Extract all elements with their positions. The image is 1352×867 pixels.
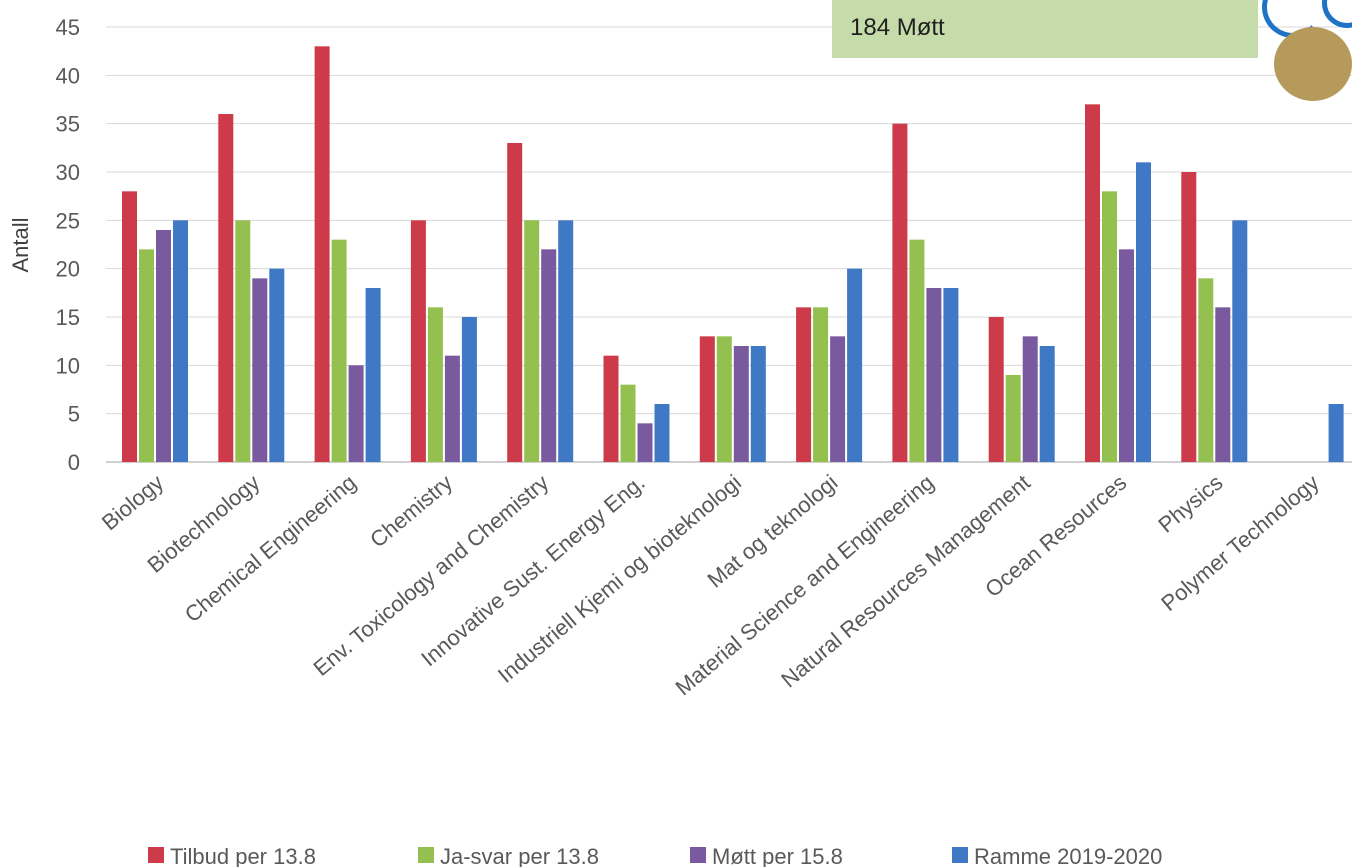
bars bbox=[122, 46, 1344, 463]
bar-2 bbox=[1102, 191, 1117, 463]
bar-2 bbox=[1198, 278, 1214, 462]
bar-1 bbox=[603, 355, 619, 462]
bar-3 bbox=[1215, 307, 1231, 462]
legend-label: Ramme 2019-2020 bbox=[974, 844, 1162, 867]
bar-4 bbox=[750, 346, 766, 462]
info-box: 184 Møtt bbox=[832, 0, 1258, 58]
bar-2 bbox=[427, 307, 443, 462]
legend: Tilbud per 13.8 Ja-svar per 13.8 Møtt per … bbox=[148, 844, 1162, 867]
bar-2 bbox=[1005, 375, 1021, 462]
x-tick-label: Polymer Technology bbox=[1156, 470, 1324, 616]
bar-4 bbox=[461, 317, 477, 462]
y-tick-label: 45 bbox=[56, 15, 80, 40]
bar-1 bbox=[218, 114, 234, 462]
bar-4 bbox=[365, 288, 381, 462]
x-tick-label: Physics bbox=[1153, 470, 1227, 538]
bar-3 bbox=[1022, 336, 1038, 462]
bar-1 bbox=[122, 191, 137, 463]
y-tick-label: 5 bbox=[68, 402, 80, 427]
bar-1 bbox=[314, 46, 330, 462]
y-tick-label: 0 bbox=[68, 450, 80, 475]
y-axis-ticks: 0 5 10 15 20 25 30 35 40 45 bbox=[56, 15, 80, 475]
y-tick-label: 15 bbox=[56, 305, 80, 330]
bar-2 bbox=[813, 307, 829, 462]
bar-1 bbox=[892, 123, 908, 463]
bar-2 bbox=[620, 384, 636, 462]
legend-swatch bbox=[148, 847, 164, 863]
bar-3 bbox=[252, 278, 268, 462]
bar-4 bbox=[1328, 404, 1344, 462]
bar-1 bbox=[410, 220, 426, 462]
bar-1 bbox=[507, 143, 523, 462]
bar-1 bbox=[796, 307, 812, 462]
bar-3 bbox=[926, 288, 942, 462]
bar-4 bbox=[654, 404, 670, 462]
bar-4 bbox=[1136, 162, 1151, 463]
legend-label: Tilbud per 13.8 bbox=[170, 844, 316, 867]
bar-1 bbox=[988, 317, 1004, 462]
bar-1 bbox=[1181, 172, 1197, 462]
bar-4 bbox=[847, 268, 863, 462]
legend-item: Tilbud per 13.8 bbox=[148, 844, 316, 867]
bar-4 bbox=[269, 268, 285, 462]
legend-swatch bbox=[418, 847, 434, 863]
y-tick-label: 30 bbox=[56, 160, 80, 185]
legend-label: Møtt per 15.8 bbox=[712, 844, 843, 867]
bar-2 bbox=[524, 220, 540, 462]
bar-1 bbox=[1085, 104, 1100, 462]
bar-3 bbox=[637, 423, 653, 462]
y-tick-label: 25 bbox=[56, 208, 80, 233]
y-tick-label: 35 bbox=[56, 112, 80, 137]
bar-2 bbox=[909, 239, 925, 462]
bar-3 bbox=[1119, 249, 1134, 462]
legend-item: Ramme 2019-2020 bbox=[952, 844, 1162, 867]
y-axis-label: Antall bbox=[8, 217, 33, 272]
bar-2 bbox=[139, 249, 154, 462]
logo-circle-icon bbox=[1274, 27, 1352, 101]
info-box-text: 184 Møtt bbox=[850, 14, 945, 41]
bar-3 bbox=[348, 365, 364, 462]
bar-3 bbox=[830, 336, 846, 462]
bar-4 bbox=[558, 220, 574, 462]
logo-arc-small-icon bbox=[1322, 0, 1352, 28]
bar-3 bbox=[444, 355, 460, 462]
y-tick-label: 20 bbox=[56, 257, 80, 282]
bar-2 bbox=[235, 220, 251, 462]
bar-1 bbox=[699, 336, 715, 462]
legend-swatch bbox=[952, 847, 968, 863]
legend-item: Ja-svar per 13.8 bbox=[418, 844, 599, 867]
x-tick-label: Chemical Engineering bbox=[180, 470, 361, 628]
bar-2 bbox=[716, 336, 732, 462]
bar-2 bbox=[331, 239, 347, 462]
bar-3 bbox=[733, 346, 749, 462]
legend-swatch bbox=[690, 847, 706, 863]
bar-4 bbox=[173, 220, 188, 462]
bar-4 bbox=[943, 288, 959, 462]
y-tick-label: 10 bbox=[56, 353, 80, 378]
legend-label: Ja-svar per 13.8 bbox=[440, 844, 599, 867]
y-tick-label: 40 bbox=[56, 63, 80, 88]
bar-3 bbox=[541, 249, 557, 462]
bar-4 bbox=[1039, 346, 1055, 462]
legend-item: Møtt per 15.8 bbox=[690, 844, 843, 867]
bar-3 bbox=[156, 230, 171, 462]
x-tick-label: Biology bbox=[97, 470, 168, 536]
bar-4 bbox=[1232, 220, 1248, 462]
x-tick-label: Chemistry bbox=[365, 470, 457, 553]
